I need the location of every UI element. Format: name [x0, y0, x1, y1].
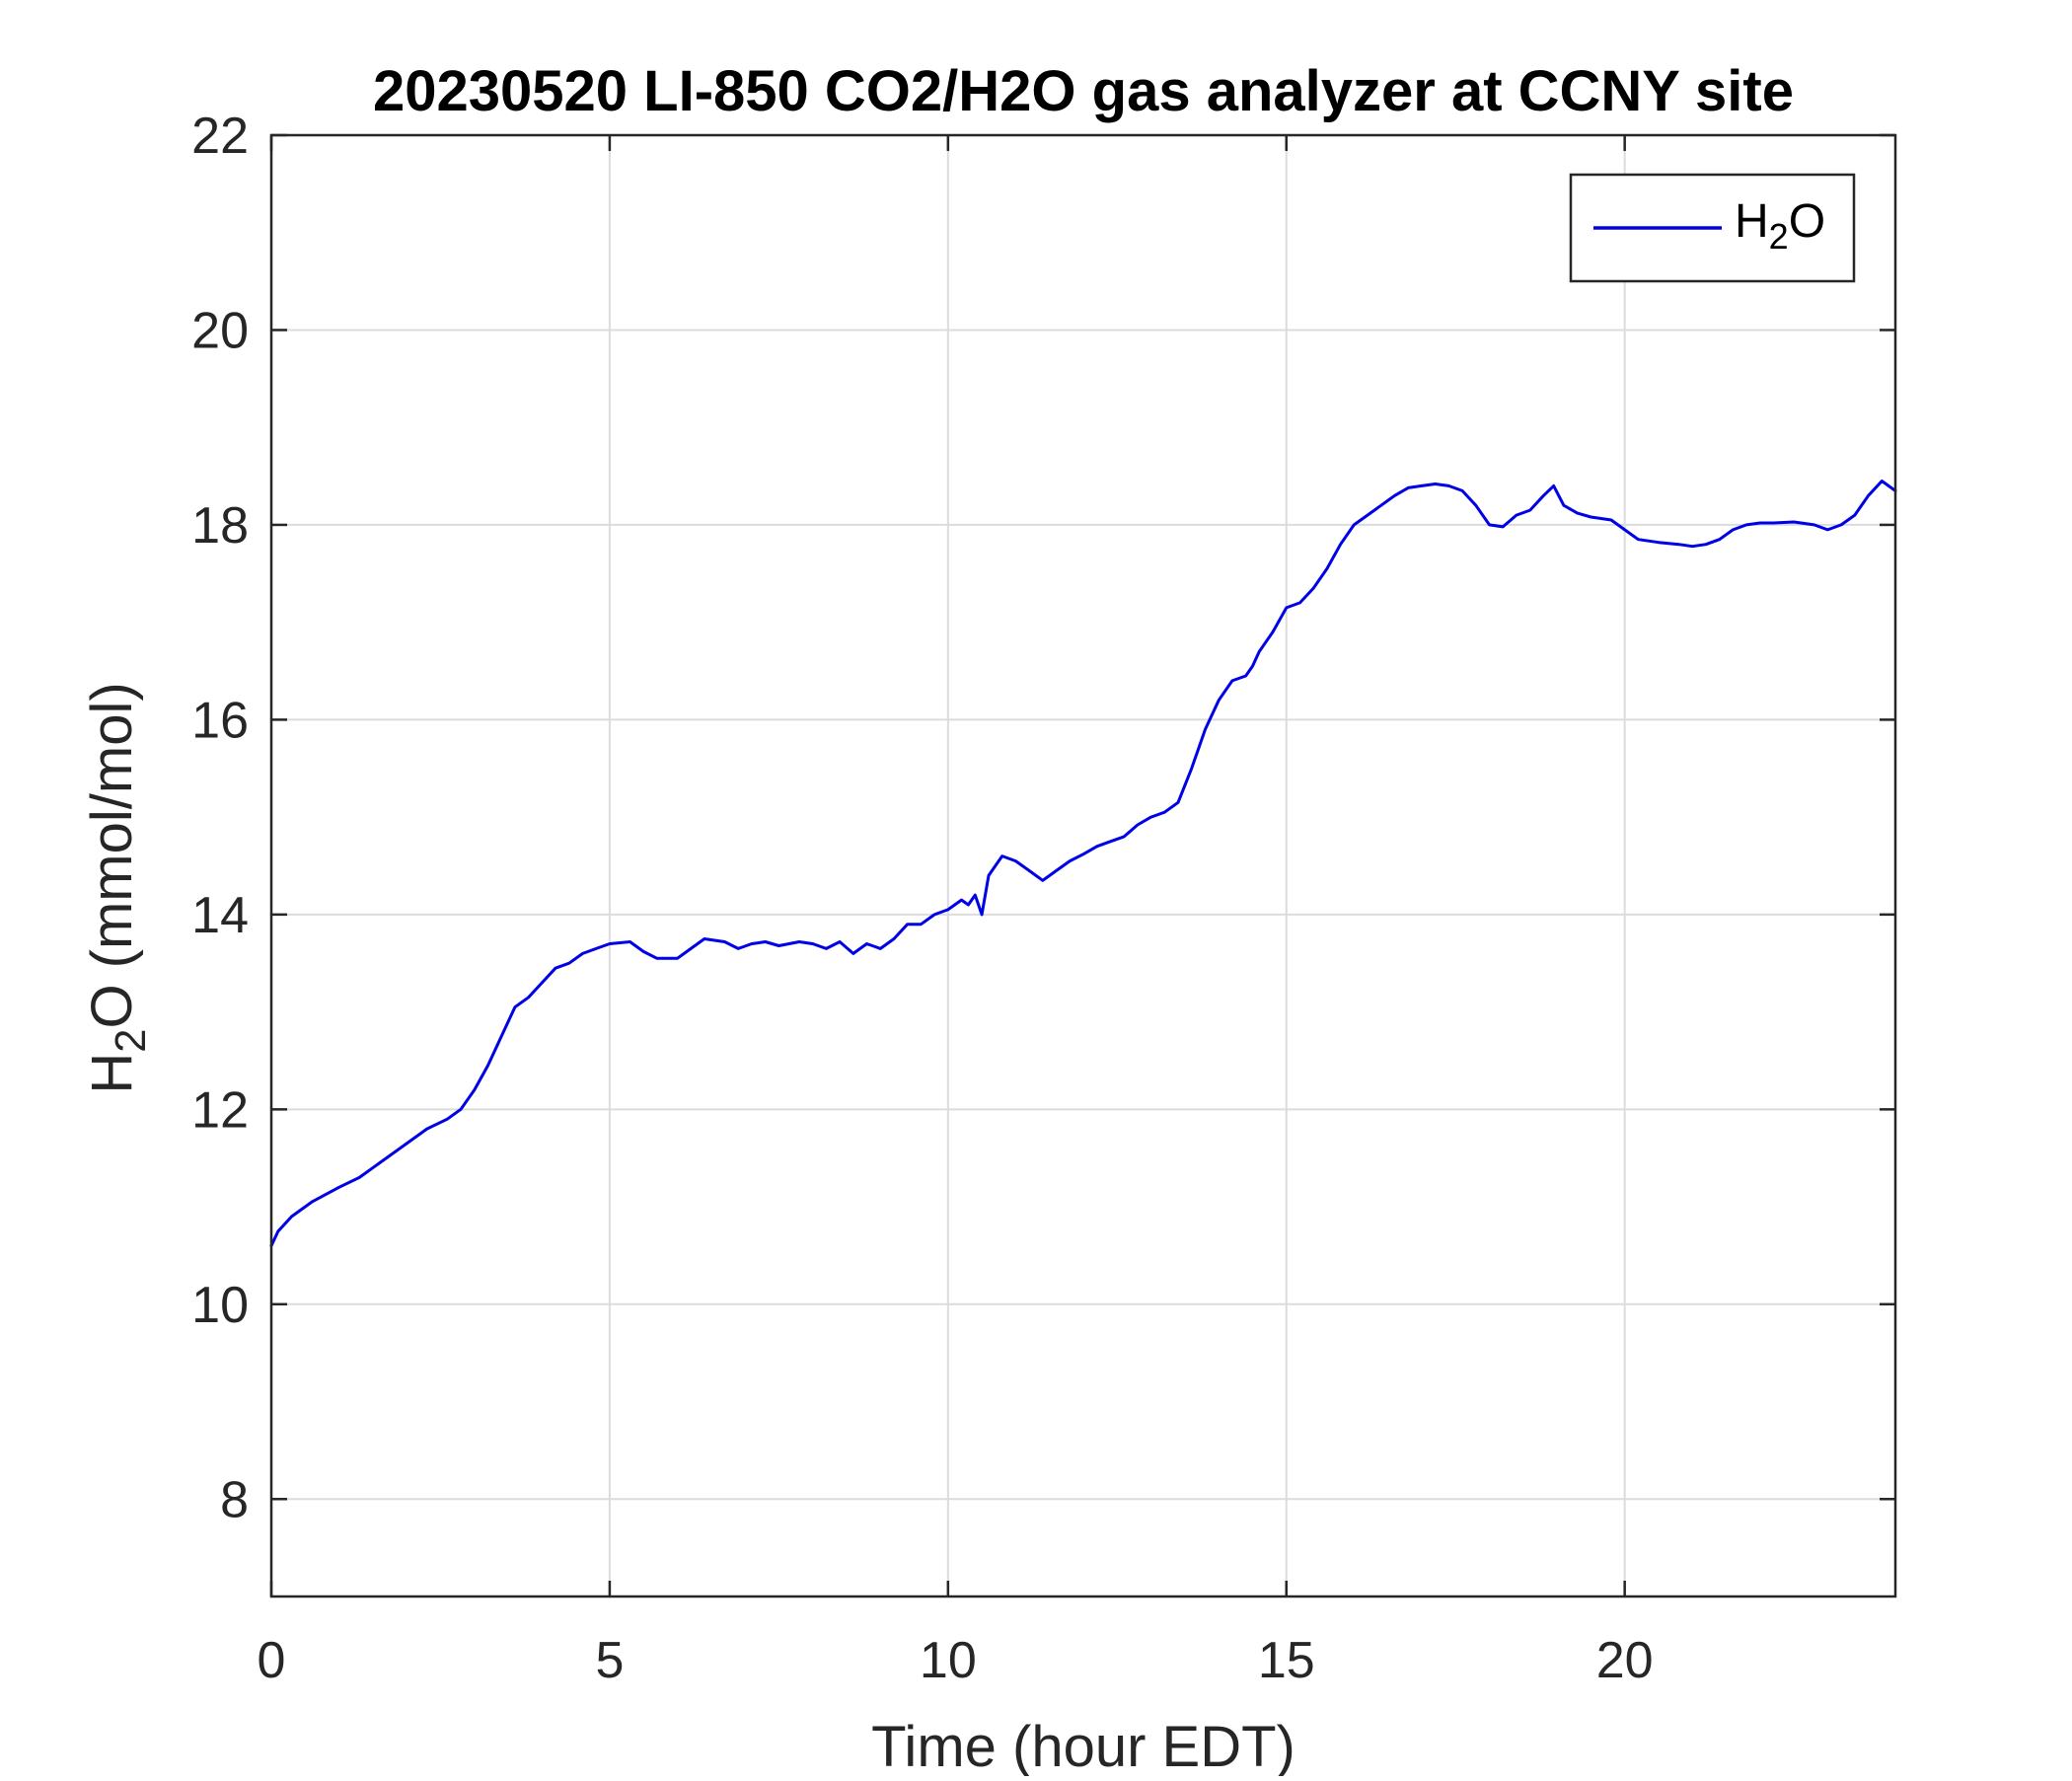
grid-layer [271, 135, 1895, 1596]
y-tick-label: 16 [191, 692, 249, 749]
x-tick-label: 5 [595, 1632, 624, 1689]
y-axis-label: H2O (mmol/mol) [80, 682, 155, 1093]
text-part: O (mmol/mol) [80, 682, 144, 1028]
legend: H2O [1569, 173, 1856, 283]
text-part: O [1789, 195, 1825, 248]
y-tick-label: 18 [191, 497, 249, 555]
y-tick-label: 20 [191, 302, 249, 359]
x-tick-label: 15 [1258, 1632, 1315, 1689]
x-axis-label: Time (hour EDT) [871, 1715, 1295, 1776]
plot-area-frame [269, 133, 1897, 1598]
text-part: H [1735, 195, 1769, 248]
chart-title: 20230520 LI-850 CO2/H2O gas analyzer at … [373, 59, 1794, 123]
x-tick-label: 10 [920, 1632, 977, 1689]
subscript: 2 [1769, 216, 1789, 257]
x-tick-label: 20 [1596, 1632, 1654, 1689]
series-line-h2o [269, 480, 1897, 1248]
tick-layer [269, 133, 1895, 1596]
y-tick-label: 10 [191, 1277, 249, 1334]
subscript: 2 [108, 1029, 155, 1053]
series-layer [269, 480, 1897, 1248]
y-tick-label: 14 [191, 887, 249, 944]
y-tick-label: 12 [191, 1081, 249, 1139]
y-tick-label: 8 [220, 1471, 249, 1528]
y-tick-label: 22 [191, 108, 249, 165]
text-part: H [80, 1053, 144, 1094]
tick-label-layer: 0 5 10 15 20 8 10 12 14 16 18 20 22 [191, 108, 1653, 1689]
legend-entry-h2o: H2O [1735, 195, 1825, 257]
x-tick-label: 0 [258, 1632, 286, 1689]
